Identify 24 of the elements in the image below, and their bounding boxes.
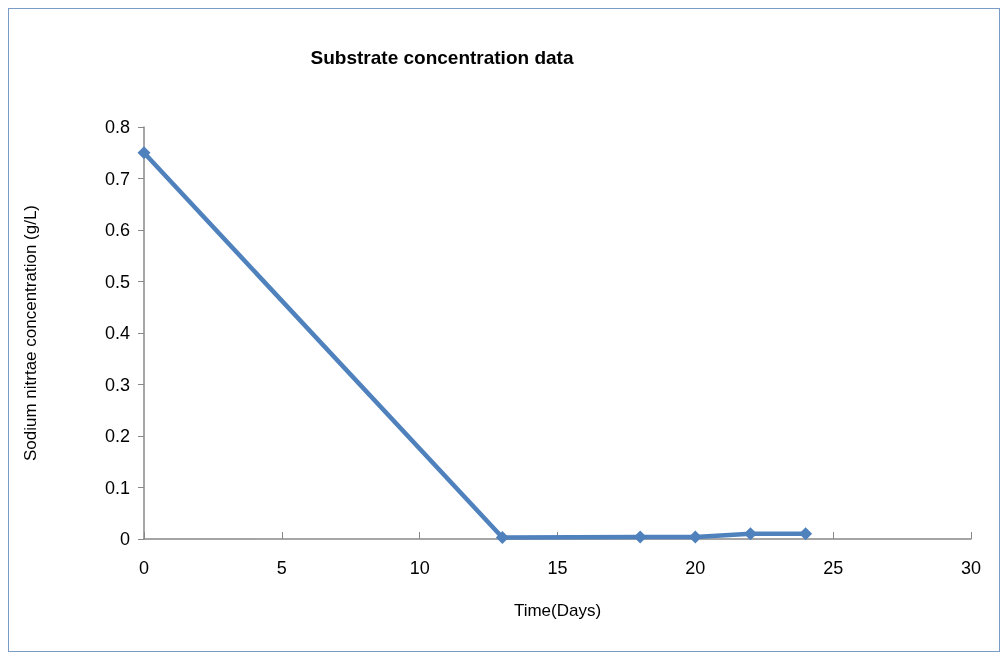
x-tick-label: 15 — [547, 558, 568, 578]
point — [633, 530, 647, 544]
y-tick-label: 0.3 — [104, 374, 130, 395]
point — [799, 527, 813, 541]
point — [137, 146, 151, 160]
point — [495, 530, 509, 544]
point — [743, 527, 757, 541]
x-tick-label: 20 — [685, 558, 706, 578]
y-axis-title: Sodium nitrtae concentration (g/L) — [21, 204, 40, 462]
y-tick-label: 0.2 — [104, 426, 130, 446]
y-tick-label: 0.5 — [104, 271, 130, 292]
y-tick-label: 0 — [119, 529, 130, 549]
x-tick-label: 10 — [409, 558, 430, 578]
y-tick-label: 0.6 — [104, 220, 130, 240]
x-tick-label: 25 — [823, 558, 844, 578]
y-tick-label: 0.1 — [104, 477, 130, 498]
x-tick-label: 0 — [138, 558, 150, 578]
x-tick-label: 5 — [276, 558, 287, 578]
x-axis-title: Time(Days) — [513, 601, 602, 620]
chart-title: Substrate concentration data — [310, 47, 574, 68]
y-tick-label: 0.8 — [104, 117, 130, 137]
y-tick-label: 0.4 — [104, 323, 130, 343]
x-tick-label: 30 — [960, 558, 982, 578]
y-tick-label: 0.7 — [104, 168, 130, 189]
